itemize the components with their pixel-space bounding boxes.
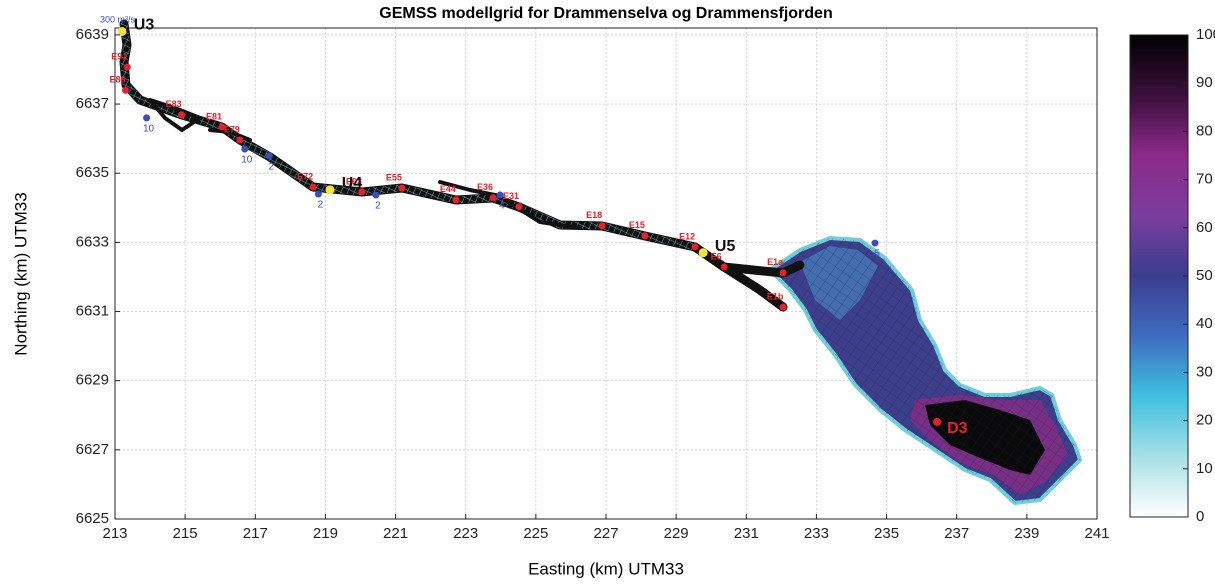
- x-tick-label: 241: [1084, 525, 1109, 542]
- point: [358, 188, 366, 196]
- point-label: E55: [386, 172, 402, 182]
- colorbar-tick-label: 60: [1196, 219, 1213, 236]
- point-label: E81: [206, 111, 222, 121]
- point: [598, 222, 606, 230]
- point-label: U4: [342, 175, 363, 192]
- colorbar-tick-label: 50: [1196, 267, 1213, 284]
- point: [241, 145, 249, 153]
- point-label: E18: [586, 210, 602, 220]
- point: [309, 183, 317, 191]
- x-tick-label: 219: [313, 525, 338, 542]
- point-label: E12: [679, 231, 695, 241]
- x-tick-label: 239: [1014, 525, 1039, 542]
- colorbar-tick-label: 70: [1196, 171, 1213, 188]
- point-label: E6: [711, 251, 722, 261]
- highlight-label: D3: [947, 420, 968, 437]
- point: [496, 191, 504, 199]
- x-tick-label: 231: [734, 525, 759, 542]
- x-tick-label: 235: [874, 525, 899, 542]
- y-tick-label: 6625: [76, 510, 109, 527]
- point-label: 2: [318, 200, 324, 211]
- point-label: E44: [440, 184, 456, 194]
- point-label: E36: [477, 182, 493, 192]
- x-tick-label: 225: [523, 525, 548, 542]
- point: [372, 191, 380, 199]
- y-tick-label: 6629: [76, 372, 109, 389]
- x-tick-label: 215: [173, 525, 198, 542]
- point-label: U3: [134, 17, 155, 34]
- colorbar-tick-label: 20: [1196, 412, 1213, 429]
- point-label: 2: [269, 162, 275, 173]
- point: [143, 114, 151, 122]
- point-label: U5: [715, 238, 736, 255]
- point: [398, 184, 406, 192]
- colorbar-tick-label: 90: [1196, 74, 1213, 91]
- point: [178, 111, 186, 119]
- point: [489, 194, 497, 202]
- colorbar-tick-label: 0: [1196, 508, 1204, 525]
- point-label: 10: [143, 124, 155, 135]
- point-label: E91: [111, 51, 127, 61]
- x-tick-label: 217: [243, 525, 268, 542]
- point: [236, 136, 244, 144]
- point-label: 4: [499, 201, 505, 212]
- colorbar-tick-label: 30: [1196, 363, 1213, 380]
- x-tick-label: 233: [804, 525, 829, 542]
- point: [123, 63, 131, 71]
- fjord-grid: [766, 235, 1083, 506]
- point-label: 10: [241, 155, 253, 166]
- point: [314, 190, 322, 198]
- point: [871, 239, 879, 247]
- y-tick-label: 6631: [76, 303, 109, 320]
- point: [452, 196, 460, 204]
- point: [779, 269, 787, 277]
- x-tick-label: 229: [664, 525, 689, 542]
- point-label: E79: [224, 124, 240, 134]
- point-label: E15: [629, 220, 645, 230]
- annotation: 300 m³/s: [100, 14, 136, 24]
- point: [720, 263, 728, 271]
- chart-title: GEMSS modellgrid for Drammenselva og Dra…: [379, 5, 832, 22]
- point-label: E1a: [767, 257, 784, 267]
- x-tick-label: 213: [102, 525, 127, 542]
- point-label: E86: [110, 75, 126, 85]
- y-tick-label: 6633: [76, 233, 109, 250]
- y-tick-label: 6639: [76, 26, 109, 43]
- point-label: E1b: [767, 291, 784, 301]
- x-tick-label: 223: [453, 525, 478, 542]
- colorbar-tick-label: 40: [1196, 315, 1213, 332]
- colorbar: [1129, 34, 1189, 518]
- point: [691, 243, 699, 251]
- point: [265, 152, 273, 160]
- point: [117, 26, 127, 36]
- x-tick-label: 227: [593, 525, 618, 542]
- point: [325, 185, 335, 195]
- point: [218, 123, 226, 131]
- colorbar-tick-label: 10: [1196, 460, 1213, 477]
- y-tick-label: 6635: [76, 164, 109, 181]
- point: [515, 203, 523, 211]
- y-axis-label: Northing (km) UTM33: [11, 192, 30, 355]
- colorbar-tick-label: 100: [1196, 26, 1215, 43]
- highlight-point: [933, 417, 942, 426]
- y-tick-label: 6637: [76, 95, 109, 112]
- x-tick-label: 221: [383, 525, 408, 542]
- point-label: 2: [375, 201, 381, 212]
- point-label: 5: [874, 249, 880, 260]
- point: [779, 303, 787, 311]
- point-label: E63: [346, 176, 362, 186]
- x-tick-label: 237: [944, 525, 969, 542]
- colorbar-tick-label: 80: [1196, 122, 1213, 139]
- point: [698, 248, 708, 258]
- point-label: E72: [297, 171, 313, 181]
- y-tick-label: 6627: [76, 441, 109, 458]
- point: [122, 86, 130, 94]
- point: [641, 232, 649, 240]
- point-label: E31: [503, 191, 519, 201]
- point-label: E83: [166, 99, 182, 109]
- x-axis-label: Easting (km) UTM33: [528, 559, 684, 578]
